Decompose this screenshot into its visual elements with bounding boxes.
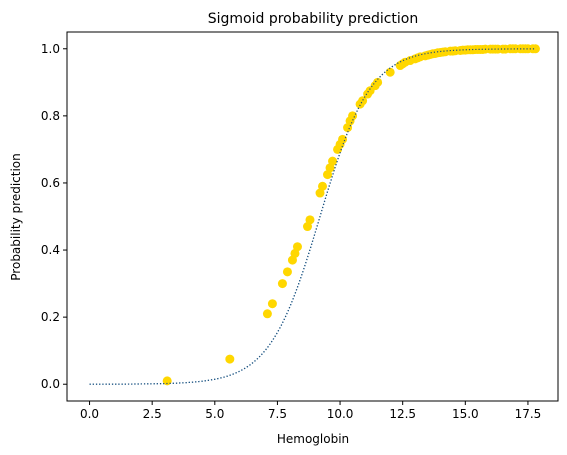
x-axis-label: Hemoglobin (277, 432, 349, 446)
plot-area (67, 32, 558, 401)
x-tick-label: 5.0 (205, 407, 224, 421)
data-point (531, 44, 540, 53)
data-point (293, 242, 302, 251)
x-tick-label: 15.0 (452, 407, 479, 421)
data-point (225, 355, 234, 364)
data-point (318, 182, 327, 191)
data-point (305, 215, 314, 224)
y-axis-label: Probability prediction (9, 153, 23, 280)
y-tick-label: 0.8 (41, 109, 60, 123)
data-point (338, 135, 347, 144)
x-tick-label: 2.5 (143, 407, 162, 421)
y-tick-label: 0.4 (41, 243, 60, 257)
data-point (263, 309, 272, 318)
x-axis-ticks: 0.0 2.5 5.0 7.5 10.0 12.5 15.0 17.5 (80, 401, 541, 421)
y-tick-label: 0.0 (41, 377, 60, 391)
data-point (278, 279, 287, 288)
x-tick-label: 12.5 (389, 407, 416, 421)
data-point (386, 68, 395, 77)
x-tick-label: 0.0 (80, 407, 99, 421)
data-point (283, 267, 292, 276)
data-points-layer (90, 44, 540, 385)
x-tick-label: 7.5 (268, 407, 287, 421)
y-axis-ticks: 0.0 0.2 0.4 0.6 0.8 1.0 (41, 42, 67, 391)
data-point (348, 111, 357, 120)
y-tick-label: 0.6 (41, 176, 60, 190)
x-tick-label: 17.5 (515, 407, 542, 421)
x-tick-label: 10.0 (327, 407, 354, 421)
y-tick-label: 1.0 (41, 42, 60, 56)
data-point (268, 299, 277, 308)
y-tick-label: 0.2 (41, 310, 60, 324)
chart-title: Sigmoid probability prediction (208, 11, 418, 27)
